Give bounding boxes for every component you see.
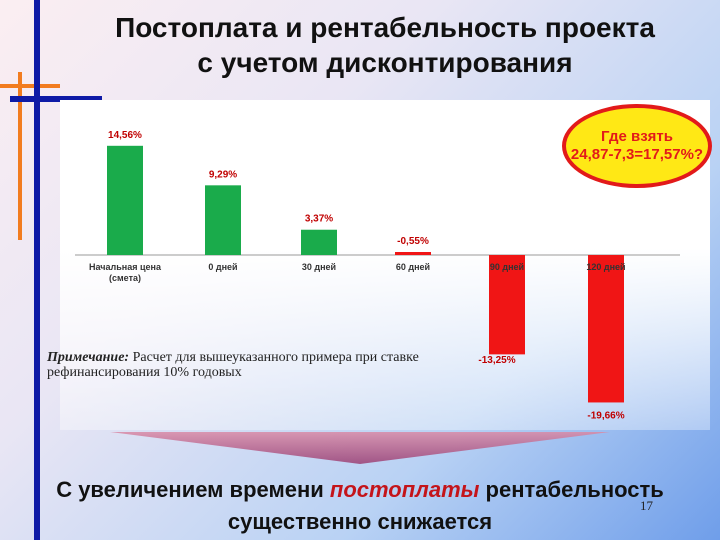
callout-oval: Где взять 24,87-7,3=17,57%?	[562, 104, 712, 188]
bar-4	[489, 255, 525, 355]
conclusion-before: С увеличением времени	[56, 477, 330, 502]
page-number: 17	[640, 498, 653, 513]
category-label-1: 0 дней	[208, 262, 237, 272]
data-label-3: -0,55%	[397, 236, 429, 247]
category-label-4: 90 дней	[490, 262, 524, 272]
callout-line-1: Где взять	[601, 128, 673, 145]
category-label-3: 60 дней	[396, 262, 430, 272]
conclusion-line-2: существенно снижается	[227, 508, 493, 534]
category-label-5: 120 дней	[586, 262, 625, 272]
data-label-0: 14,56%	[108, 130, 142, 141]
title-line-1: Постоплата и рентабельность проекта	[115, 12, 655, 43]
bar-chart: 14,56% Начальная цена (смета) 9,29% 0 дней 3,…	[75, 130, 680, 421]
category-label-5-line-0: 120 дней	[586, 262, 625, 272]
category-label-0: Начальная цена (смета)	[89, 262, 162, 283]
note-text: Расчет для вышеуказанного примера при ст…	[47, 350, 419, 381]
category-label-4-line-0: 90 дней	[490, 262, 524, 272]
decor-vertical-blue	[34, 0, 40, 540]
conclusion-highlight: постоплаты	[329, 477, 480, 502]
note: Примечание: Расчет для вышеуказанного пр…	[47, 350, 467, 381]
note-label: Примечание:	[47, 350, 130, 365]
data-label-5: -19,66%	[587, 410, 624, 421]
down-arrow-icon	[110, 432, 610, 464]
conclusion: С увеличением времени постоплаты рентабе…	[0, 474, 720, 538]
data-label-4: -13,25%	[478, 355, 515, 366]
category-label-0-line-1: (смета)	[109, 273, 141, 283]
conclusion-line-1: С увеличением времени постоплаты рентабе…	[0, 474, 720, 506]
chart-panel: 14,56% Начальная цена (смета) 9,29% 0 дней 3,…	[60, 100, 710, 430]
bar-3	[395, 252, 431, 255]
category-label-2-line-0: 30 дней	[302, 262, 336, 272]
page-title: Постоплата и рентабельность проекта с уч…	[60, 10, 710, 80]
bar-1	[205, 185, 241, 255]
bar-2	[301, 229, 337, 255]
callout: Где взять 24,87-7,3=17,57%?	[556, 98, 716, 190]
title-line-2: с учетом дисконтирования	[197, 47, 573, 78]
data-label-1: 9,29%	[209, 169, 237, 180]
category-label-0-line-0: Начальная цена	[89, 262, 162, 272]
category-label-2: 30 дней	[302, 262, 336, 272]
data-label-2: 3,37%	[305, 214, 333, 225]
category-label-1-line-0: 0 дней	[208, 262, 237, 272]
bar-0	[107, 145, 143, 255]
callout-line-2: 24,87-7,3=17,57%?	[570, 146, 704, 163]
category-label-3-line-0: 60 дней	[396, 262, 430, 272]
bar-5	[588, 255, 624, 403]
decor-vertical-orange	[18, 72, 22, 240]
decor-horizontal-orange	[0, 84, 60, 88]
decor-horizontal-blue	[10, 96, 102, 102]
conclusion-after: рентабельность	[479, 477, 664, 502]
